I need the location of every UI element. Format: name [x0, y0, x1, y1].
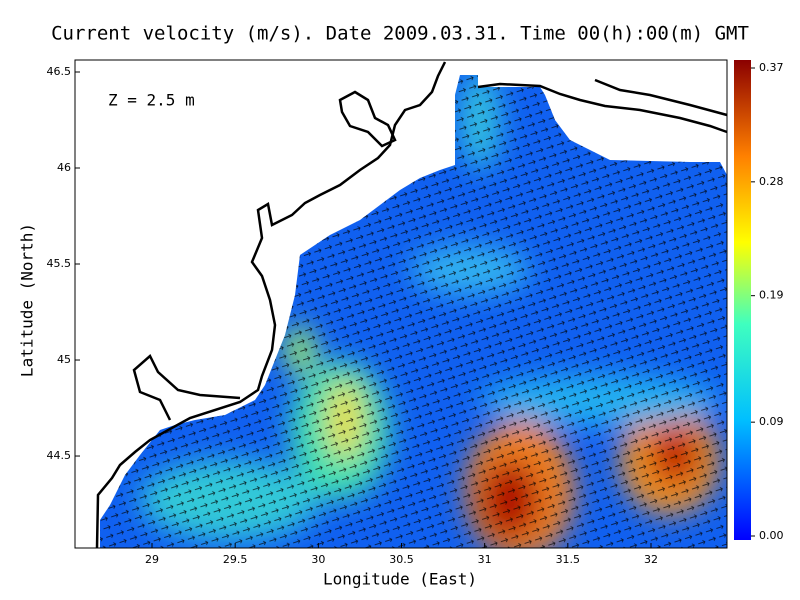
x-tick-label: 30.5: [389, 553, 414, 566]
velocity-field: [100, 75, 727, 548]
x-tick-label: 29: [145, 553, 159, 566]
y-tick-label: 46: [57, 161, 71, 174]
colorbar-tick-label: 0.28: [759, 175, 784, 188]
x-tick-label: 31.5: [556, 553, 581, 566]
y-axis-label: Latitude (North): [18, 223, 37, 377]
title: Current velocity (m/s). Date 2009.03.31.…: [51, 23, 749, 45]
y-tick-label: 45: [57, 353, 71, 366]
colorbar-tick-label: 0.09: [759, 415, 784, 428]
x-tick-label: 29.5: [223, 553, 248, 566]
depth-annotation: Z = 2.5 m: [108, 91, 195, 110]
y-tick-label: 45.5: [47, 257, 72, 270]
colorbar-tick-label: 0.00: [759, 529, 784, 542]
colorbar: [734, 60, 751, 540]
coastline: [95, 61, 728, 549]
x-tick-label: 30: [311, 553, 325, 566]
colorbar-tick-label: 0.37: [759, 61, 784, 74]
x-tick-label: 31: [478, 553, 492, 566]
y-tick-label: 44.5: [47, 449, 72, 462]
x-tick-label: 32: [644, 553, 658, 566]
x-axis-label: Longitude (East): [323, 570, 477, 589]
y-tick-label: 46.5: [47, 65, 72, 78]
colorbar-tick-label: 0.19: [759, 289, 784, 302]
